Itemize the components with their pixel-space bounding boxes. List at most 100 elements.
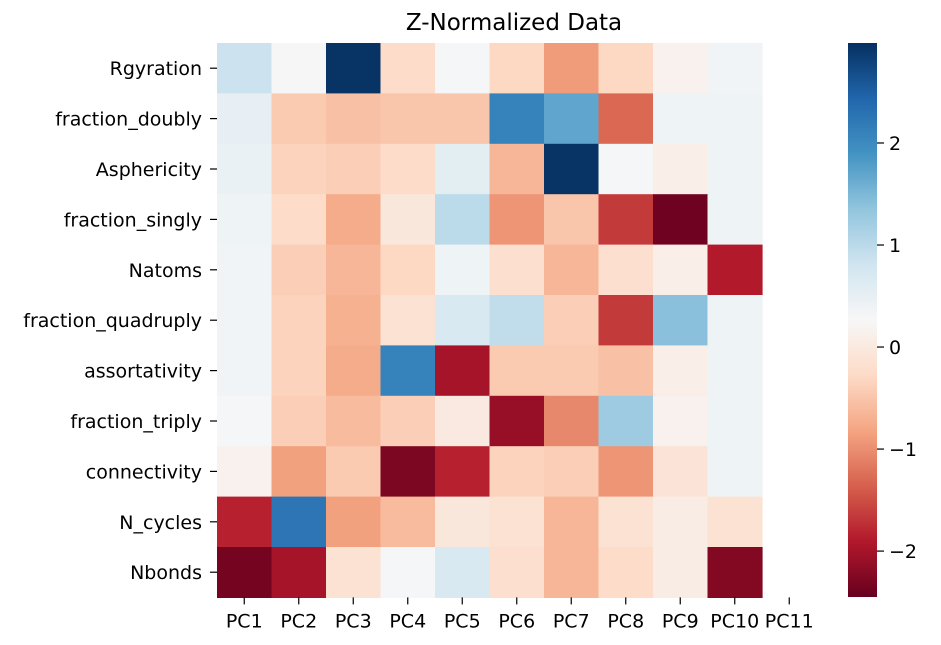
heatmap-cell [326, 547, 382, 598]
colorbar-tick-label: 2 [889, 133, 901, 155]
heatmap-cell [598, 446, 654, 498]
heatmap-cell [544, 395, 600, 447]
chart-title: Z-Normalized Data [406, 10, 622, 36]
heatmap-cell [598, 43, 654, 94]
y-tick-label: Nbonds [130, 562, 202, 584]
heatmap-cell [707, 446, 763, 498]
x-tick-label: PC9 [662, 610, 699, 632]
heatmap-cell [544, 295, 600, 346]
heatmap-cell [544, 496, 600, 548]
heatmap-cell [544, 345, 600, 397]
heatmap-cells [217, 43, 763, 598]
heatmap-cell [489, 43, 545, 94]
heatmap-cell [271, 395, 327, 447]
y-tick-label: Asphericity [96, 159, 202, 181]
heatmap-cell [217, 194, 273, 246]
y-axis: Rgyration fraction_doubly Asphericity fract… [23, 58, 217, 584]
heatmap-cell [707, 496, 763, 548]
heatmap-cell [653, 93, 709, 145]
heatmap-cell [435, 93, 491, 145]
x-tick-label: PC1 [226, 610, 263, 632]
heatmap-cell [489, 194, 545, 246]
heatmap-cell [380, 395, 436, 447]
heatmap-cell [489, 295, 545, 346]
heatmap-cell [435, 496, 491, 548]
heatmap-cell [271, 93, 327, 145]
x-tick-label: PC8 [607, 610, 644, 632]
heatmap-cell [271, 244, 327, 296]
heatmap-cell [217, 547, 273, 598]
heatmap-cell [271, 496, 327, 548]
heatmap-cell [598, 496, 654, 548]
heatmap-cell [598, 547, 654, 598]
heatmap-cell [598, 295, 654, 346]
y-tick-label: assortativity [84, 361, 202, 383]
x-tick-label: PC4 [389, 610, 426, 632]
heatmap-cell [653, 496, 709, 548]
heatmap-cell [653, 446, 709, 498]
y-tick-label: connectivity [86, 461, 202, 483]
heatmap-cell [598, 345, 654, 397]
heatmap-cell [489, 547, 545, 598]
y-tick-label: Natoms [129, 260, 202, 282]
heatmap-cell [435, 143, 491, 195]
heatmap-cell [489, 93, 545, 145]
heatmap-cell [489, 496, 545, 548]
heatmap-cell [380, 295, 436, 346]
heatmap-cell [326, 194, 382, 246]
heatmap-cell [653, 194, 709, 246]
y-tick-label: fraction_doubly [55, 109, 202, 131]
heatmap-cell [653, 43, 709, 94]
y-tick-label: N_cycles [119, 512, 202, 534]
heatmap-cell [598, 93, 654, 145]
heatmap-cell [707, 143, 763, 195]
heatmap-cell [489, 244, 545, 296]
heatmap-cell [544, 547, 600, 598]
heatmap-cell [707, 194, 763, 246]
heatmap-cell [380, 345, 436, 397]
x-tick-label: PC11 [765, 610, 814, 632]
heatmap-cell [544, 194, 600, 246]
heatmap-cell [435, 43, 491, 94]
heatmap-cell [326, 345, 382, 397]
heatmap-cell [435, 295, 491, 346]
heatmap-cell [435, 446, 491, 498]
colorbar-tick-label: −2 [889, 541, 917, 563]
heatmap-cell [544, 143, 600, 195]
heatmap-cell [271, 446, 327, 498]
heatmap-cell [217, 345, 273, 397]
heatmap-cell [598, 194, 654, 246]
colorbar [848, 43, 877, 597]
y-tick-label: fraction_singly [64, 209, 202, 231]
heatmap-cell [217, 446, 273, 498]
heatmap-cell [326, 295, 382, 346]
heatmap-cell [271, 143, 327, 195]
heatmap-cell [271, 547, 327, 598]
heatmap-cell [217, 93, 273, 145]
heatmap-cell [326, 395, 382, 447]
x-tick-label: PC7 [553, 610, 590, 632]
heatmap-cell [217, 143, 273, 195]
heatmap-cell [544, 93, 600, 145]
heatmap-cell [326, 43, 382, 94]
heatmap-cell [707, 43, 763, 94]
heatmap-cell [653, 547, 709, 598]
heatmap-cell [653, 295, 709, 346]
heatmap-cell [707, 345, 763, 397]
heatmap-cell [380, 446, 436, 498]
heatmap-cell [653, 345, 709, 397]
heatmap-cell [326, 143, 382, 195]
heatmap-cell [707, 547, 763, 598]
x-tick-label: PC10 [710, 610, 759, 632]
heatmap-cell [598, 395, 654, 447]
heatmap-cell [380, 194, 436, 246]
heatmap-cell [544, 446, 600, 498]
heatmap-cell [435, 244, 491, 296]
heatmap-cell [217, 295, 273, 346]
heatmap-cell [326, 446, 382, 498]
heatmap-cell [435, 194, 491, 246]
y-tick-label: Rgyration [110, 58, 202, 80]
heatmap-cell [271, 194, 327, 246]
heatmap-cell [489, 345, 545, 397]
